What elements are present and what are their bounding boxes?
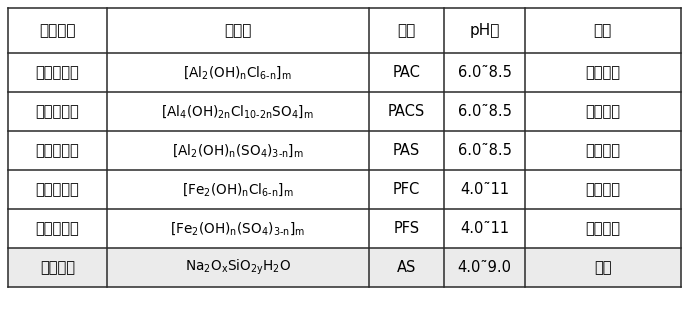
Text: PFS: PFS xyxy=(393,221,420,236)
Text: 聚合氯化铝: 聚合氯化铝 xyxy=(36,65,79,80)
Text: $[\mathrm{Al_2(OH)_nCl_{6\text{-}n}]_m}$: $[\mathrm{Al_2(OH)_nCl_{6\text{-}n}]_m}$ xyxy=(183,64,292,81)
Text: $[\mathrm{Fe_2(OH)_n(SO_4)_{3\text{-}n}]_m}$: $[\mathrm{Fe_2(OH)_n(SO_4)_{3\text{-}n}]… xyxy=(170,220,305,237)
Text: 聚合硫酸铝: 聚合硫酸铝 xyxy=(36,143,79,158)
Text: 6.0˜8.5: 6.0˜8.5 xyxy=(457,143,512,158)
Text: 絮凝脱水: 絮凝脱水 xyxy=(586,221,620,236)
Text: 6.0˜8.5: 6.0˜8.5 xyxy=(457,104,512,119)
Text: PAC: PAC xyxy=(393,65,420,80)
Text: AS: AS xyxy=(397,260,416,275)
Text: 分子式: 分子式 xyxy=(224,23,251,38)
Text: 絮凝脱水: 絮凝脱水 xyxy=(586,182,620,197)
Text: PACS: PACS xyxy=(388,104,425,119)
Text: 4.0˜9.0: 4.0˜9.0 xyxy=(457,260,512,275)
Text: PFC: PFC xyxy=(393,182,420,197)
Text: 絮凝脱水: 絮凝脱水 xyxy=(586,65,620,80)
Text: 4.0˜11: 4.0˜11 xyxy=(460,221,509,236)
Text: 聚合氯化铁: 聚合氯化铁 xyxy=(36,182,79,197)
Text: $\mathrm{Na_2O_xSiO_{2y}H_2O}$: $\mathrm{Na_2O_xSiO_{2y}H_2O}$ xyxy=(185,258,291,277)
Text: $[\mathrm{Al_4(OH)_{2n}Cl_{10\text{-}2n}SO_4]_m}$: $[\mathrm{Al_4(OH)_{2n}Cl_{10\text{-}2n}… xyxy=(161,103,314,120)
Text: 6.0˜8.5: 6.0˜8.5 xyxy=(457,65,512,80)
Text: pH值: pH值 xyxy=(469,23,500,38)
Bar xyxy=(8,248,681,287)
Text: 聚合硫酸铁: 聚合硫酸铁 xyxy=(36,221,79,236)
Text: 4.0˜11: 4.0˜11 xyxy=(460,182,509,197)
Text: 处理河水: 处理河水 xyxy=(586,104,620,119)
Text: $[\mathrm{Al_2(OH)_n(SO_4)_{3\text{-}n}]_m}$: $[\mathrm{Al_2(OH)_n(SO_4)_{3\text{-}n}]… xyxy=(172,142,304,159)
Text: 活化硅酸: 活化硅酸 xyxy=(40,260,75,275)
Text: $[\mathrm{Fe_2(OH)_nCl_{6\text{-}n}]_m}$: $[\mathrm{Fe_2(OH)_nCl_{6\text{-}n}]_m}$ xyxy=(182,181,294,198)
Text: 代号: 代号 xyxy=(398,23,415,38)
Text: 絮凝沉淀: 絮凝沉淀 xyxy=(586,143,620,158)
Text: 助凝: 助凝 xyxy=(594,260,612,275)
Text: 药剂名称: 药剂名称 xyxy=(39,23,76,38)
Text: PAS: PAS xyxy=(393,143,420,158)
Text: 用途: 用途 xyxy=(594,23,612,38)
Text: 聚硫氯化铝: 聚硫氯化铝 xyxy=(36,104,79,119)
